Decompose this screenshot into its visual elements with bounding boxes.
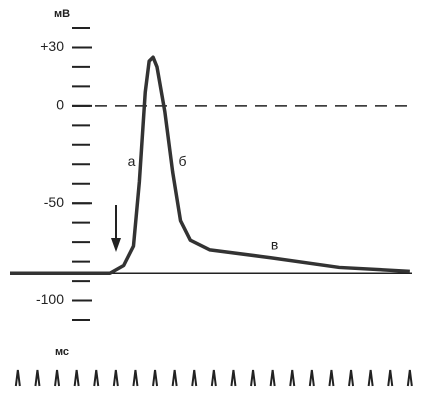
time-mark <box>191 369 198 387</box>
line-series <box>10 55 410 276</box>
time-mark <box>14 369 21 387</box>
time-mark <box>367 369 374 387</box>
time-mark <box>289 369 296 387</box>
x-unit: мс <box>55 346 69 358</box>
y-tick-label: +30 <box>40 38 64 54</box>
time-mark <box>406 369 413 387</box>
time-mark <box>328 369 335 387</box>
annotation: а <box>128 153 136 169</box>
time-mark <box>54 369 61 387</box>
time-mark <box>250 369 257 387</box>
time-mark <box>230 369 237 387</box>
time-mark <box>93 369 100 387</box>
annotation: в <box>271 237 278 253</box>
time-mark <box>348 369 355 387</box>
time-mark <box>387 369 394 387</box>
time-mark <box>171 369 178 387</box>
stimulus-arrow <box>111 205 121 252</box>
time-mark <box>132 369 139 387</box>
time-mark <box>269 369 276 387</box>
time-mark <box>152 369 159 387</box>
time-mark <box>308 369 315 387</box>
annotation: б <box>178 153 186 169</box>
y-unit: мВ <box>54 8 70 20</box>
time-mark <box>73 369 80 387</box>
time-mark <box>210 369 217 387</box>
y-tick-label: 0 <box>56 97 64 113</box>
time-mark <box>112 369 119 387</box>
y-tick-label: -50 <box>44 194 64 210</box>
y-tick-label: -100 <box>36 291 64 307</box>
time-mark <box>34 369 41 387</box>
